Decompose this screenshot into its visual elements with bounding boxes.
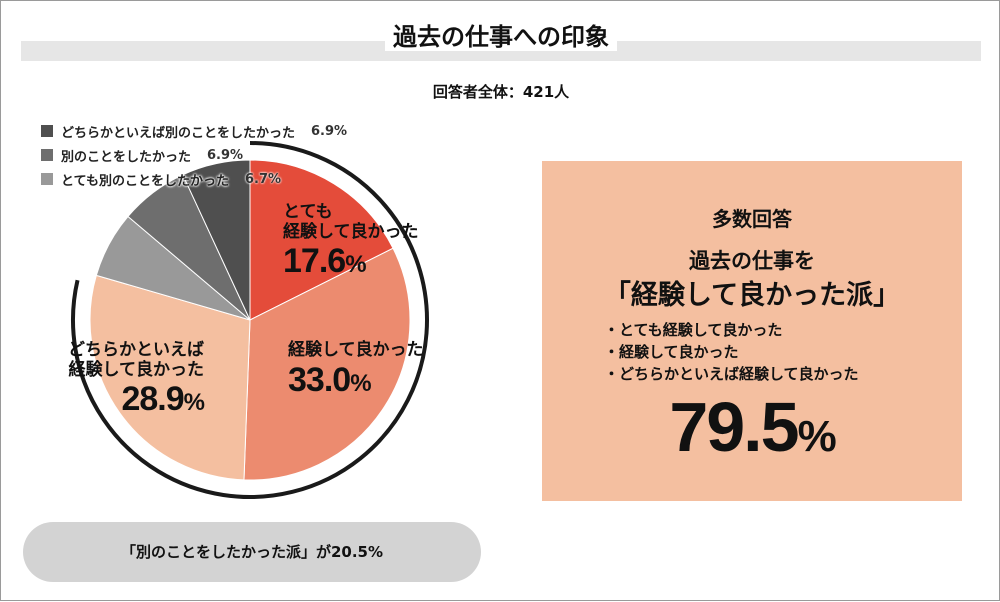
legend-label: 別のことをしたかった xyxy=(61,149,192,165)
summary-item: ・どちらかといえば経験して良かった xyxy=(604,365,859,383)
pie-slice xyxy=(182,159,251,321)
legend-item: 別のことをしたかった 6.9% xyxy=(41,143,347,167)
legend-label: とても別のことをしたかった xyxy=(61,173,229,189)
summary-total-percent: % xyxy=(797,412,837,461)
slice-label-value: 17.6% xyxy=(283,242,367,281)
slice-label-name: どちらかといえば xyxy=(68,340,204,360)
respondent-count: 回答者全体：421人 xyxy=(432,83,570,101)
legend-label: どちらかといえば別のことをしたかった xyxy=(61,125,296,141)
slice-label: 経験して良かった 33.0% xyxy=(288,340,424,400)
legend-item: どちらかといえば別のことをしたかった 6.9% xyxy=(41,119,347,143)
slice-label-value: 33.0% xyxy=(288,360,372,399)
slice-label-value: 28.9% xyxy=(121,380,205,419)
pie-outer-ring xyxy=(71,141,429,499)
summary-total: 79.5% xyxy=(542,387,962,467)
summary-total-value: 79.5 xyxy=(669,388,799,466)
summary-box: 多数回答 過去の仕事を 「経験して良かった派」 ・とても経験して良かった ・経験… xyxy=(542,161,962,501)
title-band xyxy=(21,41,981,61)
slice-label: どちらかといえば 経験して良かった 28.9% xyxy=(68,340,205,419)
slice-label: とても 経験して良かった 17.6% xyxy=(283,202,419,281)
slice-label-name: 経験して良かった xyxy=(288,340,424,360)
legend-swatch xyxy=(41,125,53,137)
summary-group-name: 「経験して良かった派」 xyxy=(603,280,901,311)
legend-value: 6.7% xyxy=(244,171,282,187)
footer-pill: 「別のことをしたかった派」が20.5% xyxy=(23,522,481,582)
slice-label-name: とても xyxy=(283,202,333,222)
slice-label-name: 経験して良かった xyxy=(283,221,419,242)
summary-subtitle: 過去の仕事を xyxy=(689,249,815,273)
legend-swatch xyxy=(41,149,53,161)
chart-title: 過去の仕事への印象 xyxy=(1,17,1000,52)
summary-list: ・とても経験して良かった ・経験して良かった ・どちらかといえば経験して良かった xyxy=(604,319,859,385)
legend-swatch xyxy=(41,173,53,185)
slice-label-name: 経験して良かった xyxy=(68,359,205,380)
legend-value: 6.9% xyxy=(207,147,244,163)
summary-item: ・とても経験して良かった xyxy=(604,321,783,339)
pie-slice xyxy=(249,159,394,321)
legend-item: とても別のことをしたかった 6.7% xyxy=(41,167,347,191)
legend-value: 6.9% xyxy=(311,123,348,139)
summary-heading: 多数回答 xyxy=(712,207,792,231)
pie-slice xyxy=(243,247,411,481)
chart-title-text: 過去の仕事への印象 xyxy=(385,23,617,51)
summary-item: ・経験して良かった xyxy=(604,343,739,361)
legend: どちらかといえば別のことをしたかった 6.9% 別のことをしたかった 6.9% とても別… xyxy=(41,119,347,191)
footer-text: 「別のことをしたかった派」が20.5% xyxy=(120,543,384,561)
pie-slice xyxy=(89,274,251,481)
